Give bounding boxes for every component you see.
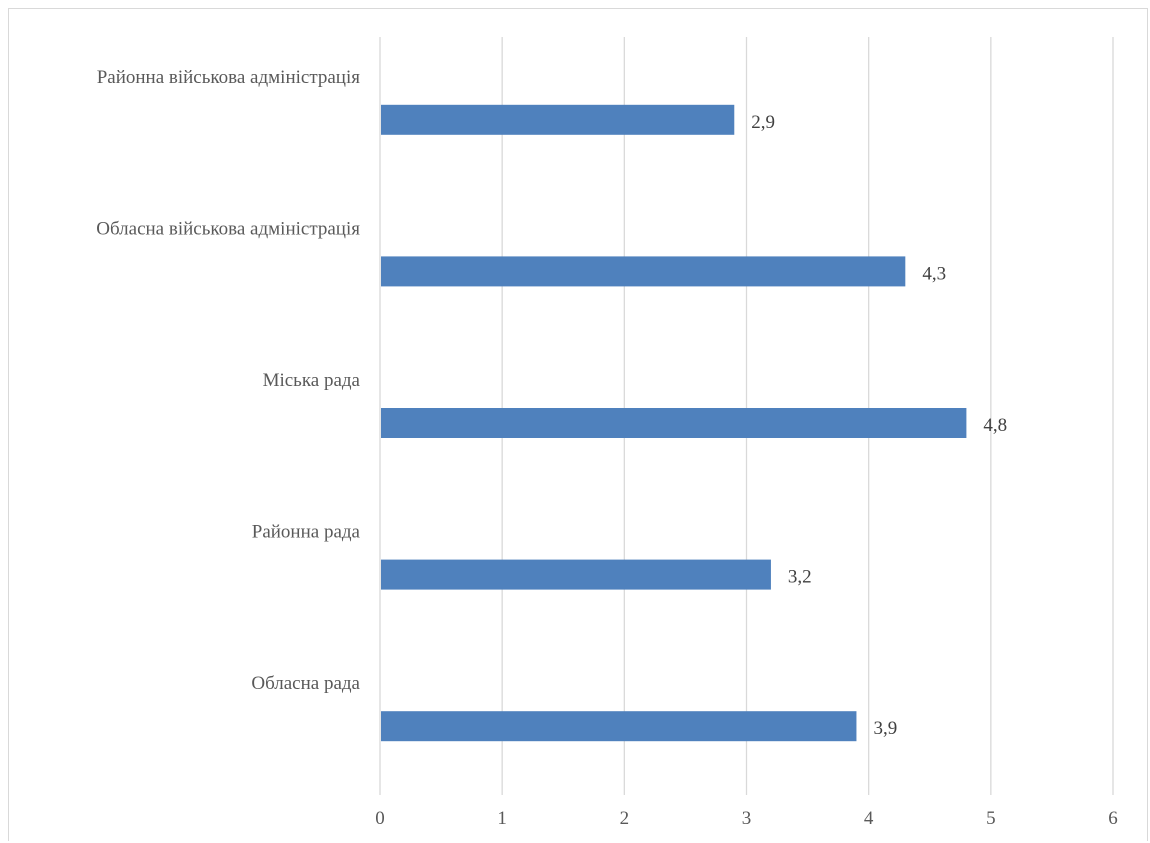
x-tick-label-2: 2 (620, 808, 630, 829)
category-label-5: Обласна рада (251, 673, 360, 694)
x-tick-label-1: 1 (497, 808, 507, 829)
x-tick-label-5: 5 (986, 808, 996, 829)
bars (381, 104, 967, 742)
x-tick-label-4: 4 (864, 808, 874, 829)
data-label-5: 3,9 (873, 718, 897, 739)
data-label-3: 4,8 (983, 415, 1007, 436)
bar-2 (381, 256, 906, 287)
category-label-1: Районна військова адміністрація (97, 67, 361, 88)
category-label-2: Обласна військова адміністрація (96, 218, 360, 239)
data-label-1: 2,9 (751, 112, 775, 133)
data-label-4: 3,2 (788, 567, 812, 588)
data-label-2: 4,3 (922, 263, 946, 284)
x-tick-label-0: 0 (375, 808, 385, 829)
x-tick-label-3: 3 (742, 808, 752, 829)
bar-1 (381, 104, 735, 135)
labels: 0 1 2 3 4 5 6 Районна військова адміністрація 2,… (96, 67, 1118, 829)
bar-3 (381, 408, 967, 438)
x-tick-label-6: 6 (1108, 808, 1118, 829)
bar-4 (381, 559, 771, 590)
category-label-3: Міська рада (263, 370, 361, 391)
bar-5 (381, 711, 857, 742)
category-label-4: Районна рада (252, 522, 361, 543)
